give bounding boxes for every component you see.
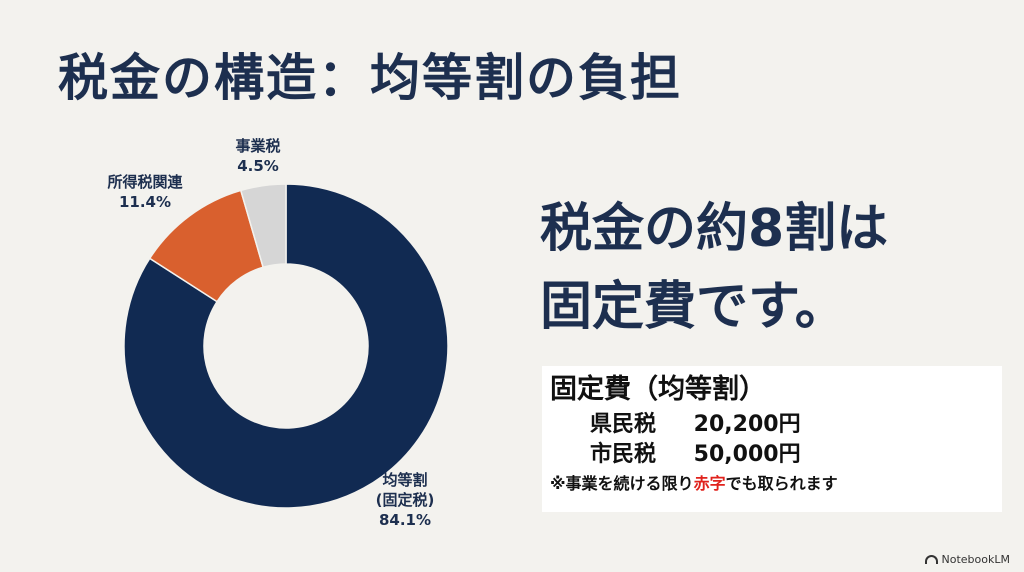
note-highlight: 赤字	[693, 474, 726, 493]
slice-label-name-line1: 所得税関連	[107, 173, 183, 191]
slice-label-shotokuzei: 所得税関連 11.4%	[90, 172, 200, 212]
fixed-cost-note: ※事業を続ける限り赤字でも取られます	[550, 470, 1002, 498]
slice-label-name-line2: (固定税)	[375, 491, 435, 509]
donut-slice-0	[123, 183, 449, 509]
note-text-after: でも取られます	[725, 474, 838, 493]
slice-label-name-line1: 均等割	[382, 471, 428, 489]
headline: 税金の約8割は 固定費です。	[540, 190, 888, 346]
headline-line2: 固定費です。	[540, 277, 847, 337]
slice-label-value: 4.5%	[237, 157, 279, 175]
headline-line1: 税金の約8割は	[540, 199, 889, 259]
fixed-cost-title: 固定費（均等割）	[550, 374, 766, 405]
fixed-cost-box: 固定費（均等割） 県民税 20,200円 市民税 50,000円 ※事業を続ける…	[542, 366, 1002, 512]
slice-label-jigyouzei: 事業税 4.5%	[218, 136, 298, 176]
slice-label-name-line1: 事業税	[235, 137, 281, 155]
fixed-cost-row-kenminzei: 県民税 20,200円	[550, 410, 1002, 440]
slice-label-kintouwari: 均等割 (固定税) 84.1%	[360, 470, 450, 530]
donut-chart	[123, 183, 449, 509]
tax-name: 県民税	[590, 412, 657, 437]
tax-amount: 50,000円	[693, 442, 801, 467]
branding: NotebookLM	[924, 553, 1010, 566]
fixed-cost-row-shiminzei: 市民税 50,000円	[550, 440, 1002, 470]
tax-amount: 20,200円	[693, 412, 801, 437]
donut-slice-2	[239, 183, 287, 269]
note-text-before: ※事業を続ける限り	[550, 474, 694, 493]
slide-title: 税金の構造：均等割の負担	[58, 49, 682, 107]
notebooklm-icon	[924, 555, 938, 564]
brand-text: NotebookLM	[941, 553, 1010, 566]
slice-label-value: 84.1%	[378, 511, 432, 529]
tax-name: 市民税	[590, 442, 657, 467]
slice-label-value: 11.4%	[118, 193, 172, 211]
